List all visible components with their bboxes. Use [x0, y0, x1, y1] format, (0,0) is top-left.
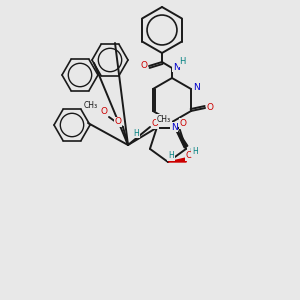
Text: N: N — [172, 62, 179, 71]
Text: H: H — [157, 117, 163, 126]
Text: O: O — [152, 119, 158, 128]
Text: O: O — [185, 152, 193, 160]
Text: N: N — [193, 82, 200, 91]
Text: H: H — [179, 58, 185, 67]
Text: H: H — [133, 128, 139, 137]
Polygon shape — [168, 158, 186, 162]
Text: CH₃: CH₃ — [84, 100, 98, 109]
Text: H: H — [168, 152, 174, 160]
Polygon shape — [172, 122, 188, 148]
Text: O: O — [115, 118, 122, 127]
Text: O: O — [100, 107, 107, 116]
Text: O: O — [207, 103, 214, 112]
Text: H: H — [192, 148, 198, 157]
Text: O: O — [180, 119, 187, 128]
Text: H: H — [189, 148, 195, 158]
Text: N: N — [171, 122, 177, 131]
Text: O: O — [140, 61, 148, 70]
Text: CH₃: CH₃ — [157, 115, 171, 124]
